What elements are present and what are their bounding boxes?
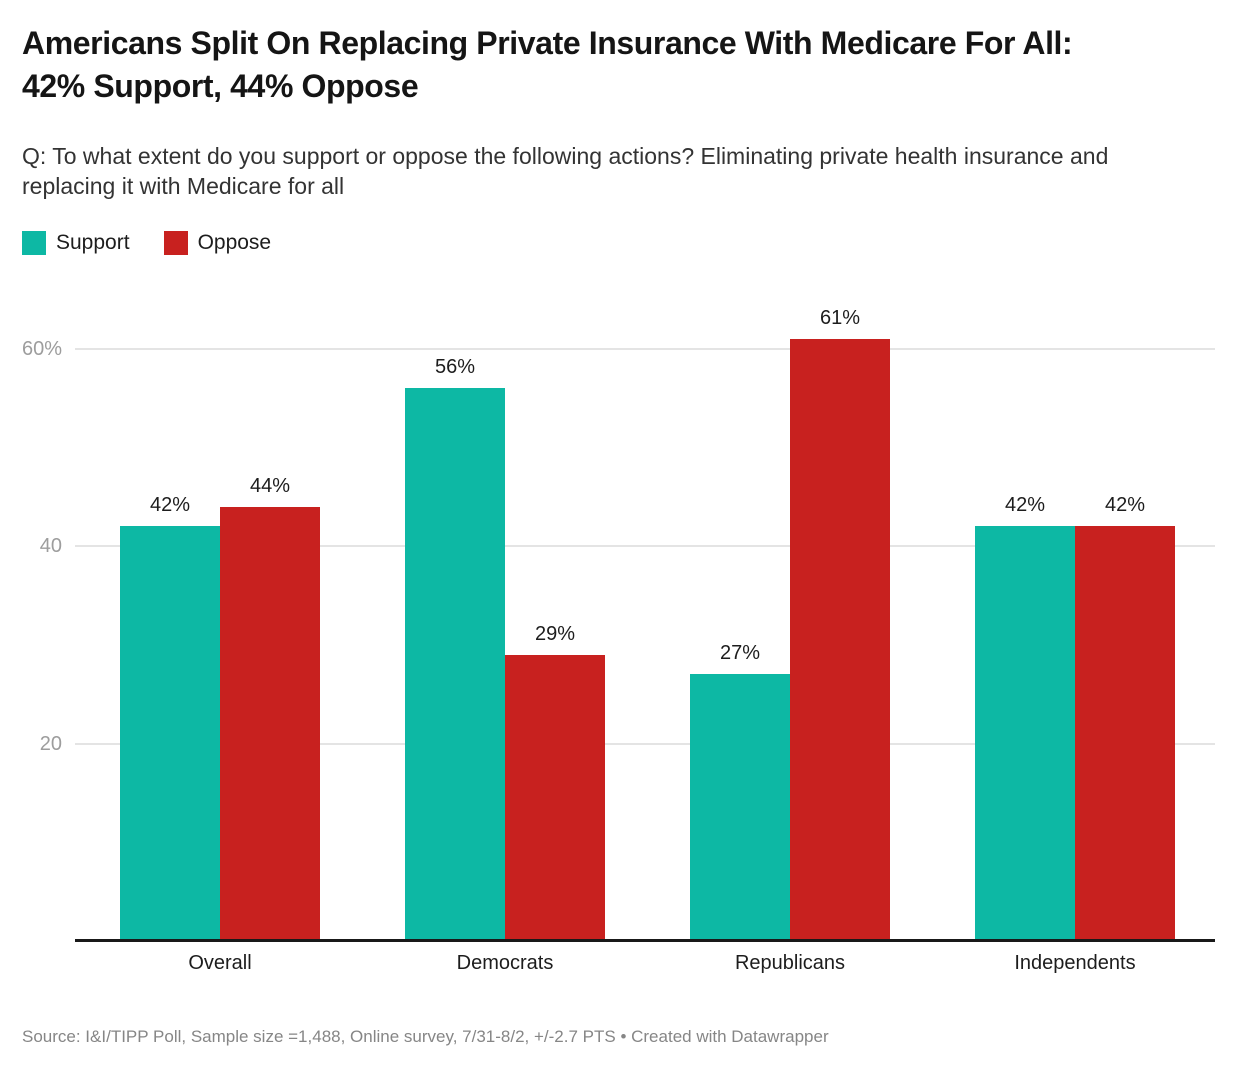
chart-title: Americans Split On Replacing Private Ins… <box>22 25 1073 104</box>
bar-value-label: 29% <box>534 622 576 645</box>
chart-subtitle: Q: To what extent do you support or oppo… <box>22 143 1109 199</box>
y-axis-tick-label: 40 <box>39 535 62 558</box>
legend-label: Oppose <box>197 231 272 254</box>
bar-support-democrats <box>405 388 505 941</box>
legend-label: Support <box>56 231 130 254</box>
y-axis-tick-label: 20 <box>39 732 62 755</box>
bar-support-republicans <box>690 674 790 941</box>
bar-value-label: 44% <box>249 474 291 497</box>
bar-oppose-overall <box>220 506 320 941</box>
bar-value-label: 56% <box>434 356 476 379</box>
x-axis-category-label: Overall <box>188 952 252 974</box>
bar-value-label: 61% <box>819 306 861 329</box>
gridline-20 <box>75 742 1215 745</box>
x-axis-line <box>75 939 1215 942</box>
legend-item-support: Support <box>22 231 130 255</box>
x-axis-category-label: Democrats <box>456 952 554 974</box>
x-axis-category-label: Republicans <box>734 952 846 974</box>
bar-oppose-republicans <box>790 338 890 941</box>
x-axis-category-label: Independents <box>1014 952 1136 974</box>
bar-oppose-independents <box>1075 526 1175 941</box>
bar-value-label: 27% <box>719 642 761 665</box>
bar-value-label: 42% <box>149 494 191 517</box>
y-axis-tick-label: 60% <box>21 337 62 360</box>
plot-area: 20 40 60% 42% 44% Overall 56% 29% Democrats 27% 61… <box>22 307 1215 974</box>
legend-swatch-oppose <box>163 231 188 255</box>
legend: Support Oppose <box>22 231 271 255</box>
source-note: Source: I&I/TIPP Poll, Sample size =1,48… <box>22 1027 829 1046</box>
gridline-60 <box>75 347 1215 350</box>
bar-oppose-democrats <box>505 654 605 941</box>
legend-swatch-support <box>22 231 46 255</box>
bar-support-overall <box>120 526 220 941</box>
bar-value-label: 42% <box>1004 494 1046 517</box>
legend-item-oppose: Oppose <box>163 231 272 255</box>
bar-value-label: 42% <box>1104 494 1146 517</box>
gridline-40 <box>75 545 1215 548</box>
bar-support-independents <box>975 526 1075 941</box>
